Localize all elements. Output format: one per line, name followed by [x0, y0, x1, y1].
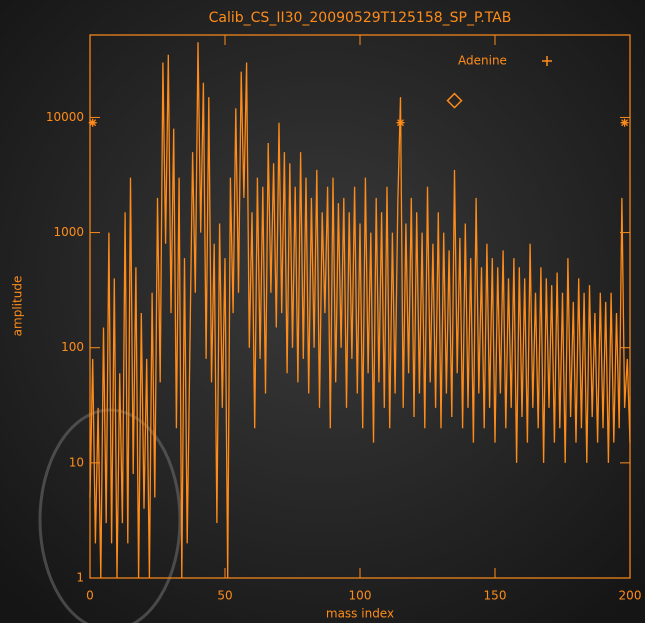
- marker: [396, 118, 405, 127]
- y-tick-label: 1000: [53, 225, 84, 239]
- marker: [620, 118, 629, 127]
- diamond-marker: [446, 92, 463, 109]
- x-tick-label: 100: [349, 589, 372, 603]
- legend-label: Adenine: [458, 54, 507, 68]
- legend-symbol: [542, 56, 552, 66]
- chart-title: Calib_CS_II30_20090529T125158_SP_P.TAB: [209, 10, 512, 26]
- x-tick-label: 50: [217, 589, 232, 603]
- y-tick-label: 10000: [46, 110, 84, 124]
- x-axis-label: mass index: [326, 607, 394, 621]
- x-tick-label: 150: [484, 589, 507, 603]
- x-tick-label: 200: [619, 589, 642, 603]
- y-axis-label: amplitude: [11, 276, 25, 337]
- y-tick-label: 1: [76, 571, 84, 585]
- y-tick-label: 100: [61, 340, 84, 354]
- spectrum-line: [89, 42, 631, 579]
- x-tick-label: 0: [86, 589, 94, 603]
- y-tick-label: 10: [69, 455, 84, 469]
- marker: [88, 118, 97, 127]
